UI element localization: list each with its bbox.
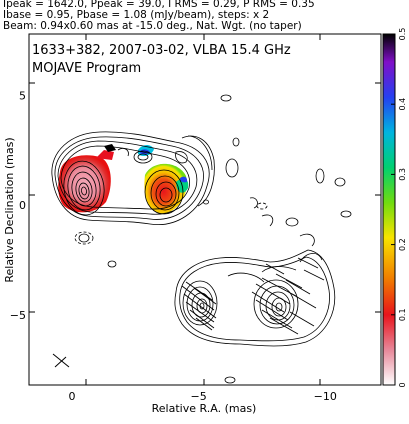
intensity-contours [51, 131, 215, 226]
x-axis-label: Relative R.A. (mas) [152, 402, 257, 415]
colorbar-tick-label: 0.2 [398, 238, 407, 251]
x-tick-label: −5 [191, 390, 207, 403]
header-line-1: Ipeak = 1642.0, Ppeak = 39.0, I RMS = 0.… [3, 0, 315, 10]
noise-contours [78, 94, 352, 384]
header-line-3: Beam: 0.94x0.60 mas at -15.0 deg., Nat. … [3, 20, 302, 32]
y-tick-label: 5 [19, 89, 26, 102]
header-line-2: Ibase = 0.95, Pbase = 1.08 (mJy/beam), s… [3, 9, 270, 21]
colorbar-tick-label: 0.5 [398, 28, 407, 41]
negative-contours [74, 202, 268, 245]
knot-blue-edge [180, 176, 188, 183]
core-edge-patch [96, 150, 114, 160]
x-tick-label: 0 [69, 390, 76, 403]
axis-ticks [29, 34, 381, 385]
colorbar-ticks: 0 0.1 0.2 0.3 0.4 0.5 [391, 28, 407, 388]
colorbar-tick-label: 0.4 [398, 98, 407, 111]
y-tick-label: 0 [19, 199, 26, 212]
plot-title: 1633+382, 2007-03-02, VLBA 15.4 GHz [32, 43, 291, 58]
x-tick-label: −10 [314, 390, 337, 403]
colorbar-tick-label: 0 [398, 382, 407, 387]
beam-cross [52, 353, 70, 368]
x-tick-labels: 0 −5 −10 [69, 390, 337, 403]
polarization-vectors [181, 257, 325, 335]
map-body [51, 94, 352, 384]
colorbar-tick-label: 0.3 [398, 168, 407, 181]
colorbar-tick-label: 0.1 [398, 308, 407, 321]
y-tick-labels: 5 0 −5 [10, 89, 26, 321]
plot-subtitle: MOJAVE Program [32, 61, 141, 76]
core-edge-peak [104, 144, 116, 152]
knot-polarization [144, 163, 187, 214]
y-tick-label: −5 [10, 309, 26, 322]
colorbar [382, 33, 396, 386]
y-axis-label: Relative Declination (mas) [3, 137, 16, 282]
